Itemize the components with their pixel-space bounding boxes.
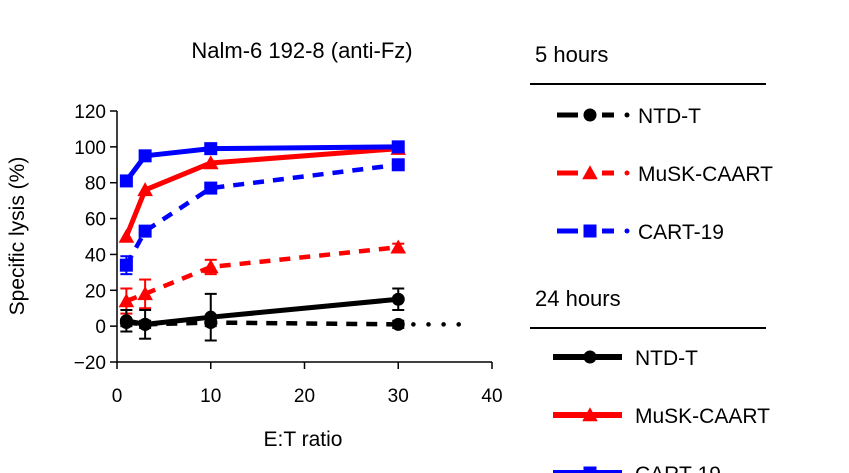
series-ntd-t-24h <box>119 287 405 342</box>
data-point <box>119 314 133 328</box>
legend-marker <box>582 407 598 422</box>
data-point <box>118 293 135 308</box>
y-tick-label: −20 <box>74 353 106 374</box>
series-line <box>124 144 399 183</box>
x-tick-label: 10 <box>200 386 221 407</box>
y-axis-ticks: −20 0 20 40 60 80 100 120 <box>74 102 117 374</box>
series-line <box>125 245 399 304</box>
y-tick-label: 80 <box>85 174 106 195</box>
legend-entry-musk-caart: MuSK-CAART <box>553 405 770 428</box>
legend-heading: 5 hours <box>535 42 608 67</box>
data-point <box>390 239 407 254</box>
data-point <box>119 174 133 188</box>
legend-label: NTD-T <box>638 105 701 128</box>
y-tick-label: 20 <box>85 281 106 302</box>
data-point <box>391 158 405 172</box>
legend-swatch <box>624 112 630 118</box>
chart-title: Nalm-6 192-8 (anti-Fz) <box>191 38 412 63</box>
legend-marker <box>582 165 598 180</box>
data-point <box>202 155 219 170</box>
data-point <box>391 292 405 306</box>
data-point <box>204 142 218 156</box>
data-point <box>138 317 152 331</box>
y-tick-label: 0 <box>95 317 106 338</box>
legend-entry-cart-19: CART-19 <box>557 221 724 244</box>
legend-marker <box>583 224 597 238</box>
data-point <box>118 228 135 243</box>
x-tick-label: 30 <box>388 386 409 407</box>
plot-area: −20 0 20 40 60 80 100 120 0 10 20 30 40 <box>74 102 503 407</box>
y-tick-label: 120 <box>74 102 106 123</box>
data-point <box>119 258 133 272</box>
legend-marker <box>583 108 597 122</box>
x-tick-label: 40 <box>481 386 502 407</box>
legend-marker <box>583 466 597 473</box>
data-point <box>204 310 218 324</box>
data-point <box>202 259 219 274</box>
data-point <box>137 286 153 301</box>
y-axis-title: Specific lysis (%) <box>6 157 29 316</box>
y-tick-label: 60 <box>85 210 106 231</box>
y-tick-label: 40 <box>85 245 106 266</box>
series-line <box>125 296 399 327</box>
data-point <box>204 181 218 195</box>
x-axis-title: E:T ratio <box>264 428 343 451</box>
legend-entry-cart-19: CART-19 <box>553 463 721 473</box>
legend-label: CART-19 <box>638 221 724 244</box>
legend-entry-musk-caart: MuSK-CAART <box>557 163 773 186</box>
legend-label: CART-19 <box>635 463 721 473</box>
series-cart-19-5h <box>119 158 405 276</box>
legend-entry-ntd-t: NTD-T <box>557 105 701 128</box>
data-point <box>138 149 152 163</box>
series-musk-caart-5h <box>118 239 407 315</box>
legend-marker <box>583 350 597 364</box>
series-layer <box>118 140 476 342</box>
legend-label: MuSK-CAART <box>635 405 770 428</box>
legend-label: NTD-T <box>635 347 698 370</box>
x-tick-label: 0 <box>112 386 123 407</box>
x-axis-ticks: 0 10 20 30 40 <box>112 362 503 407</box>
legend: 5 hours NTD-T MuSK-CAART CART-19 24 hours NTD… <box>530 42 773 473</box>
legend-entry-ntd-t: NTD-T <box>553 347 698 370</box>
series-cart-19-24h <box>119 140 405 188</box>
legend-heading: 24 hours <box>535 286 621 311</box>
data-point <box>138 224 152 238</box>
y-tick-label: 100 <box>74 138 106 159</box>
series-line <box>124 146 399 238</box>
data-point <box>391 140 405 154</box>
legend-swatch <box>624 170 630 176</box>
legend-label: MuSK-CAART <box>638 163 773 186</box>
x-tick-label: 20 <box>294 386 315 407</box>
data-point <box>391 317 405 331</box>
legend-swatch <box>624 228 630 234</box>
data-point <box>137 182 153 197</box>
